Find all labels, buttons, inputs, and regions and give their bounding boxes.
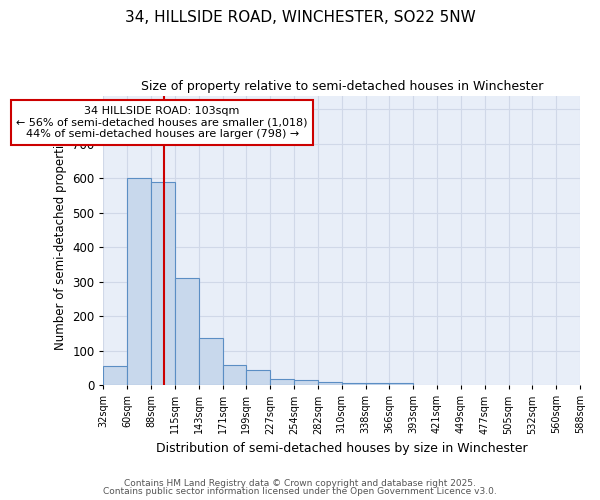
Y-axis label: Number of semi-detached properties: Number of semi-detached properties bbox=[53, 131, 67, 350]
Bar bbox=[318, 382, 342, 385]
Bar bbox=[223, 366, 247, 385]
Text: Contains public sector information licensed under the Open Government Licence v3: Contains public sector information licen… bbox=[103, 487, 497, 496]
Bar bbox=[270, 379, 294, 385]
Bar bbox=[199, 338, 223, 385]
X-axis label: Distribution of semi-detached houses by size in Winchester: Distribution of semi-detached houses by … bbox=[156, 442, 527, 455]
Text: 34, HILLSIDE ROAD, WINCHESTER, SO22 5NW: 34, HILLSIDE ROAD, WINCHESTER, SO22 5NW bbox=[125, 10, 475, 25]
Bar bbox=[389, 382, 413, 385]
Text: Contains HM Land Registry data © Crown copyright and database right 2025.: Contains HM Land Registry data © Crown c… bbox=[124, 478, 476, 488]
Bar bbox=[247, 370, 270, 385]
Bar bbox=[151, 182, 175, 385]
Bar bbox=[365, 384, 389, 385]
Title: Size of property relative to semi-detached houses in Winchester: Size of property relative to semi-detach… bbox=[140, 80, 543, 93]
Bar bbox=[175, 278, 199, 385]
Bar bbox=[294, 380, 318, 385]
Bar bbox=[127, 178, 151, 385]
Bar bbox=[103, 366, 127, 385]
Text: 34 HILLSIDE ROAD: 103sqm
← 56% of semi-detached houses are smaller (1,018)
44% o: 34 HILLSIDE ROAD: 103sqm ← 56% of semi-d… bbox=[16, 106, 308, 139]
Bar bbox=[342, 382, 365, 385]
